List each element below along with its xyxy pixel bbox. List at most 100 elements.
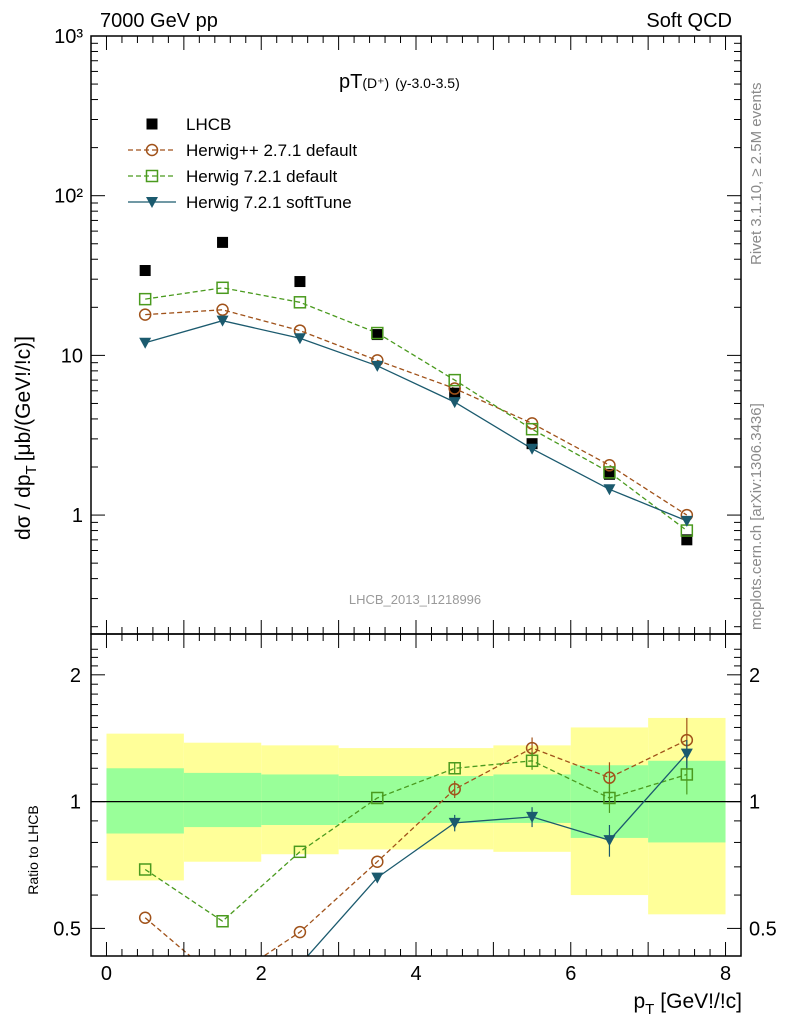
legend-marker [146, 197, 158, 208]
data-point [138, 308, 152, 321]
ratio-point [138, 863, 152, 876]
series-line [145, 309, 688, 516]
x-tick-label: 4 [410, 963, 421, 985]
data-point [526, 443, 539, 455]
legend-label: LHCB [186, 115, 231, 134]
legend-label: Herwig 7.2.1 softTune [186, 193, 352, 212]
data-point [448, 397, 461, 409]
data-point [371, 360, 384, 372]
series-line [145, 320, 688, 522]
main-title: pT(D⁺) (y-3.0-3.5) [339, 71, 460, 93]
data-point [603, 484, 616, 496]
ratio-line [144, 739, 688, 956]
data-point [526, 438, 538, 450]
ratio-series [138, 717, 694, 1024]
data-point [293, 296, 307, 309]
ratio-marks [91, 717, 741, 1024]
data-point [448, 382, 461, 395]
ratio-point [217, 1017, 229, 1024]
uncertainty-band-inner [183, 772, 262, 828]
ratio-line [144, 760, 687, 923]
uncertainty-band-inner [106, 768, 184, 834]
ratio-point [294, 960, 306, 971]
source-text: mcplots.cern.ch [arXiv:1306.3436] [748, 403, 765, 630]
data-point [293, 333, 306, 345]
rivet-version-text: Rivet 3.1.10, ≥ 2.5M events [748, 83, 765, 266]
ratio-point [216, 914, 229, 928]
main-ticks: 1 10 10² 10³ [54, 26, 741, 634]
ratio-point [603, 835, 616, 847]
data-point [139, 337, 152, 349]
watermark: LHCB_2013_I1218996 [349, 592, 481, 607]
ratio-y-tick-label: 2 [70, 665, 81, 687]
data-point [217, 236, 229, 248]
x-tick-label: 8 [720, 963, 731, 985]
ratio-point [293, 845, 307, 859]
data-point [139, 265, 151, 277]
data-point [681, 534, 693, 546]
legend-label: Herwig++ 2.7.1 default [186, 141, 357, 160]
data-point [371, 329, 383, 341]
ratio-point [448, 817, 461, 829]
data-point [216, 281, 229, 295]
data-point [603, 466, 616, 479]
ratio-point [371, 791, 384, 805]
ratio-point [293, 925, 307, 939]
ratio-point [217, 978, 228, 989]
main-ylabel: dσ / dpT[μb/(GeV!/!c)] [12, 336, 40, 540]
data-point [371, 326, 384, 340]
data-point [448, 373, 461, 387]
legend: LHCB Herwig++ 2.7.1 default Herwig 7.2.1 d… [128, 115, 357, 212]
ratio-line [306, 753, 688, 956]
data-point [449, 387, 461, 399]
data-point [603, 468, 615, 480]
x-tick-label: 2 [256, 963, 267, 985]
ratio-point [371, 855, 384, 868]
y-tick-label: 1 [72, 505, 83, 527]
ratio-panel: 0.5 0.5 1 1 2 2 0 2 4 6 8 Ratio to LHCB pT [GeV!/!c… [25, 633, 777, 1024]
data-point [680, 515, 693, 527]
y-tick-label: 10 [61, 345, 83, 367]
y-tick-label: 10² [54, 186, 83, 208]
ratio-point [139, 1017, 151, 1024]
ratio-y-tick-label: 0.5 [749, 918, 777, 940]
data-point [216, 303, 229, 317]
x-tick-label: 0 [101, 963, 112, 985]
header-right: Soft QCD [646, 10, 732, 32]
ratio-y-tick-label: 0.5 [53, 918, 81, 940]
legend-marker [145, 169, 159, 183]
ratio-point [680, 768, 694, 781]
ratio-point [526, 811, 539, 823]
x-tick-label: 6 [565, 963, 576, 985]
ratio-ticks: 0.5 0.5 1 1 2 2 0 2 4 6 8 [53, 634, 777, 985]
ratio-y-tick-label: 1 [70, 792, 81, 814]
ratio-point [448, 762, 461, 775]
ratio-point [603, 791, 616, 805]
ratio-y-tick-label: 1 [749, 792, 760, 814]
data-point [525, 422, 539, 436]
data-point [294, 276, 306, 288]
legend-label: Herwig 7.2.1 default [186, 167, 337, 186]
legend-marker [145, 143, 159, 157]
series-line [145, 287, 688, 532]
ratio-point [138, 911, 152, 925]
uncertainty-band-inner [338, 776, 416, 823]
ratio-point [603, 771, 616, 784]
ratio-ylabel: Ratio to LHCB [25, 805, 41, 894]
main-marks [138, 236, 694, 546]
uncertainty-band-inner [261, 774, 339, 825]
data-point [138, 292, 152, 306]
header-left: 7000 GeV pp [100, 10, 218, 32]
data-point [603, 459, 616, 472]
legend-marker [146, 118, 158, 130]
main-panel: 1 10 10² 10³ pT(D⁺) (y-3.0-3.5) LHCB Herwig++… [12, 26, 742, 635]
ratio-point [371, 872, 384, 884]
ratio-point [680, 748, 693, 760]
ratio-xlabel: pT [GeV!/!c] [633, 990, 742, 1018]
ratio-point [525, 754, 539, 768]
y-tick-label: 10³ [54, 26, 83, 48]
ratio-point [448, 782, 461, 796]
ratio-y-tick-label: 2 [749, 665, 760, 687]
data-point [216, 315, 229, 327]
